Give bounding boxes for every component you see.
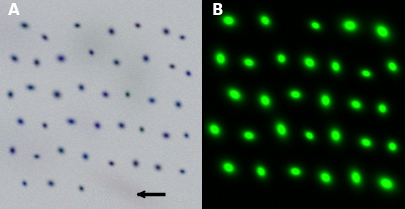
Text: B: B [211, 3, 223, 18]
Text: A: A [8, 3, 20, 18]
